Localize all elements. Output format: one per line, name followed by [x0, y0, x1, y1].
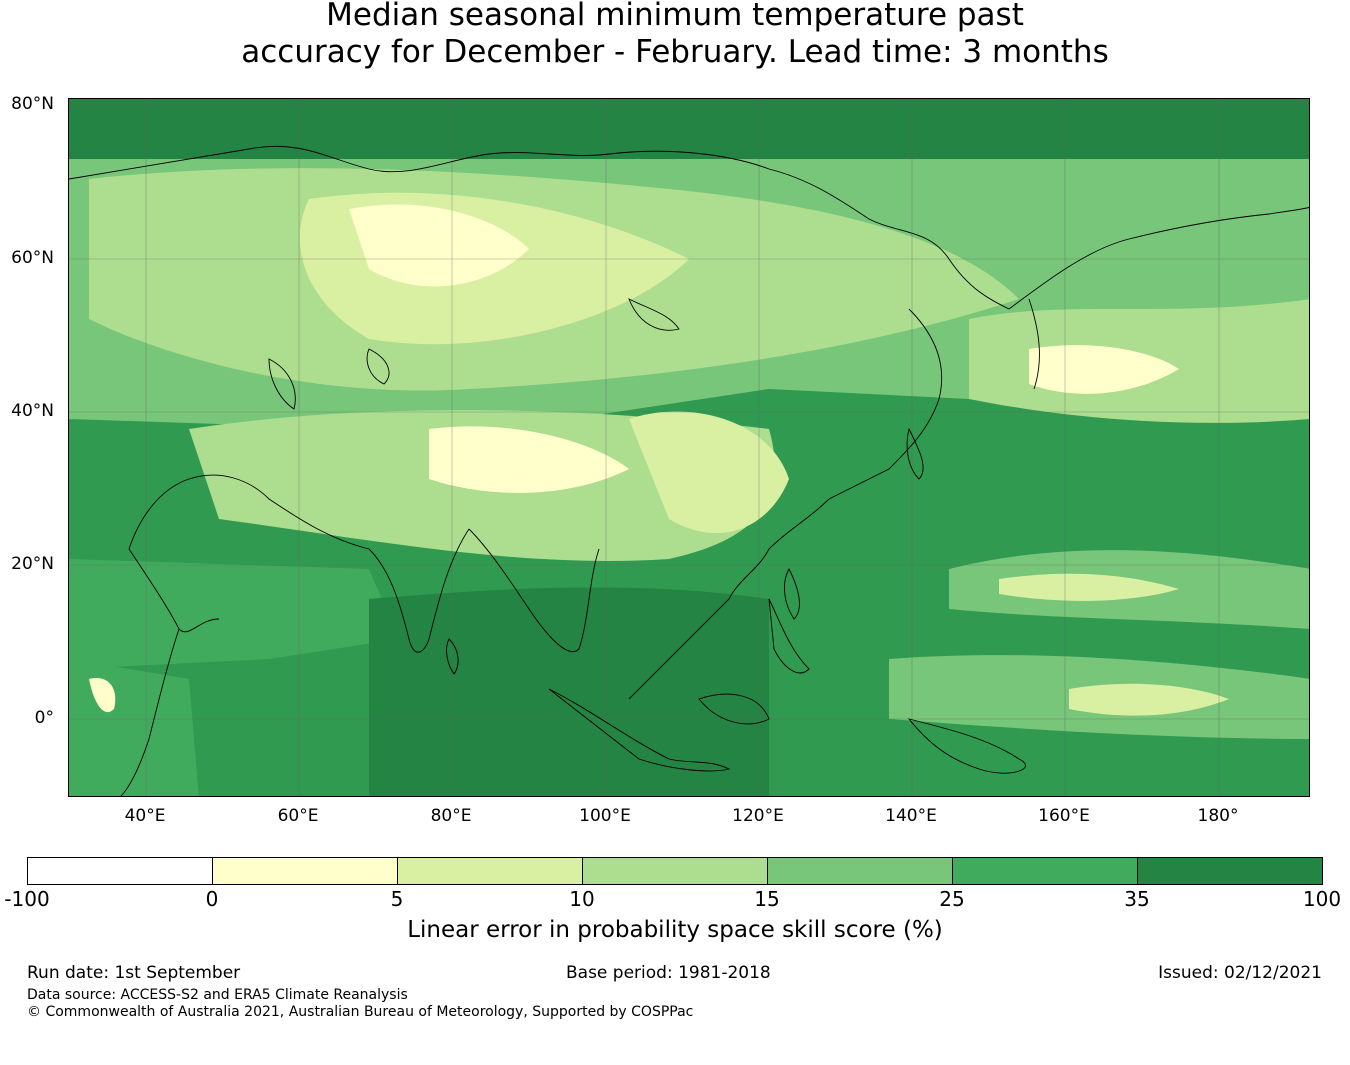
map-graphic — [69, 99, 1309, 796]
graticule — [69, 99, 1309, 796]
lon-label-80e: 80°E — [430, 806, 472, 826]
lat-label-20n: 20°N — [11, 554, 54, 574]
colorbar-segment — [398, 858, 583, 884]
data-source: Data source: ACCESS-S2 and ERA5 Climate … — [27, 987, 408, 1003]
lon-label-40e: 40°E — [124, 806, 166, 826]
copyright: © Commonwealth of Australia 2021, Austra… — [27, 1004, 694, 1020]
colorbar-tick: 5 — [390, 887, 404, 911]
colorbar-tick: 10 — [569, 887, 595, 911]
lon-label-180: 180° — [1197, 806, 1239, 826]
lon-label-160e: 160°E — [1038, 806, 1090, 826]
issued-date: Issued: 02/12/2021 — [1158, 963, 1322, 983]
colorbar-tick: 35 — [1124, 887, 1150, 911]
colorbar-tick: 100 — [1302, 887, 1342, 911]
lat-label-0: 0° — [34, 708, 54, 728]
run-date: Run date: 1st September — [27, 963, 241, 983]
colorbar-label: Linear error in probability space skill … — [407, 917, 943, 943]
chart-title-line-1: Median seasonal minimum temperature past — [326, 0, 1024, 33]
colorbar-tick: -100 — [4, 887, 50, 911]
colorbar-tick: 25 — [939, 887, 965, 911]
base-period: Base period: 1981-2018 — [566, 963, 771, 983]
lon-label-120e: 120°E — [732, 806, 784, 826]
skill-score-map — [68, 98, 1310, 797]
lon-label-140e: 140°E — [885, 806, 937, 826]
lat-label-60n: 60°N — [11, 248, 54, 268]
colorbar-segment — [768, 858, 953, 884]
chart-title-line-2: accuracy for December - February. Lead t… — [241, 34, 1109, 70]
coastlines — [69, 145, 1309, 796]
colorbar-tick: 0 — [205, 887, 219, 911]
colorbar-segment — [1138, 858, 1322, 884]
colorbar — [27, 857, 1323, 885]
colorbar-segment — [953, 858, 1138, 884]
lon-label-100e: 100°E — [579, 806, 631, 826]
lon-label-60e: 60°E — [277, 806, 319, 826]
lat-label-40n: 40°N — [11, 401, 54, 421]
colorbar-segment — [28, 858, 213, 884]
skill-regions — [69, 99, 1309, 796]
colorbar-tick: 15 — [754, 887, 780, 911]
colorbar-segment — [213, 858, 398, 884]
lat-label-80n: 80°N — [11, 94, 54, 114]
colorbar-segment — [583, 858, 768, 884]
